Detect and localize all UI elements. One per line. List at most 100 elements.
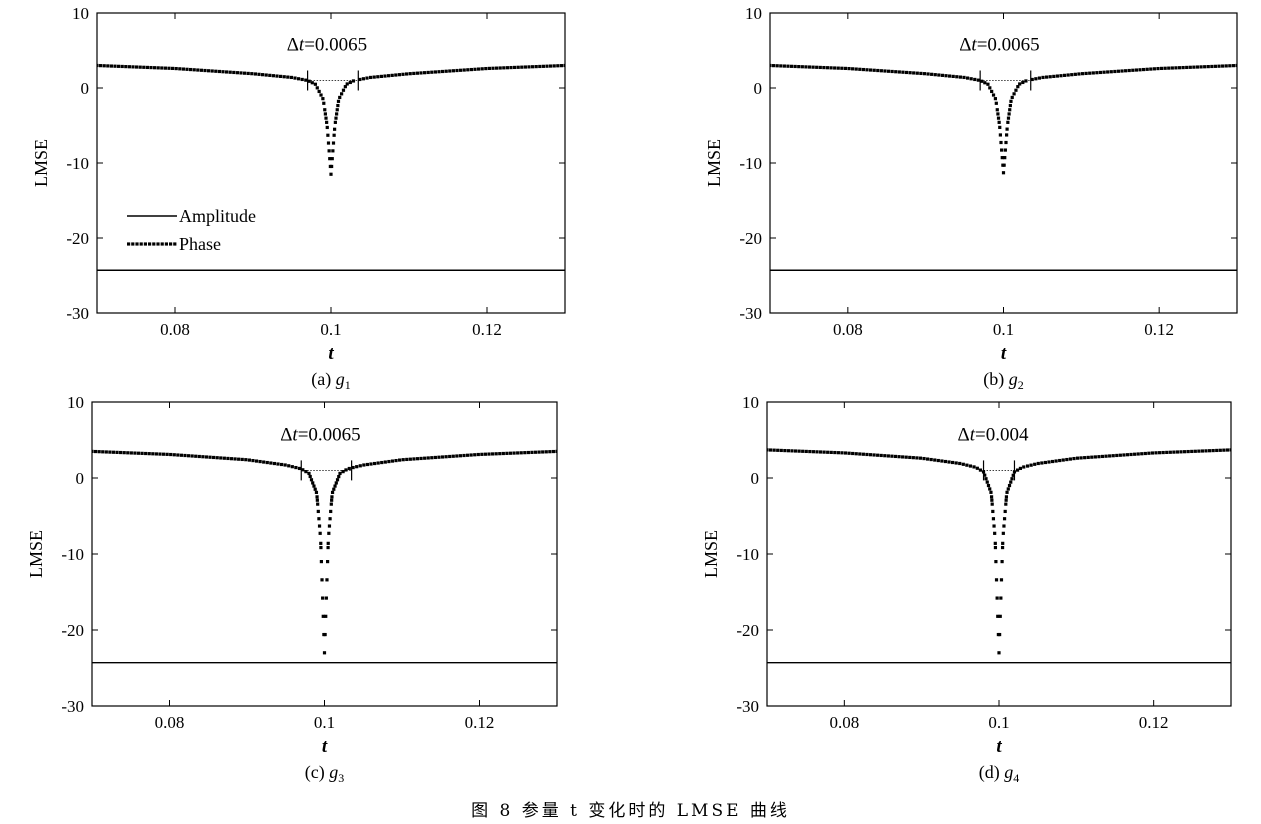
phase-point bbox=[1108, 454, 1112, 458]
phase-point bbox=[318, 531, 322, 535]
phase-point bbox=[140, 451, 144, 455]
phase-point bbox=[534, 65, 538, 69]
phase-point bbox=[886, 69, 891, 73]
phase-point bbox=[1229, 448, 1231, 452]
phase-point bbox=[1143, 451, 1147, 456]
phase-point bbox=[287, 464, 291, 468]
phase-point bbox=[444, 69, 448, 73]
phase-point bbox=[423, 456, 427, 460]
phase-point bbox=[786, 64, 790, 68]
phase-point bbox=[297, 77, 301, 81]
phase-point bbox=[1106, 70, 1110, 74]
phase-point bbox=[983, 81, 987, 85]
phase-point bbox=[815, 65, 819, 69]
phase-point bbox=[1185, 65, 1189, 70]
phase-point bbox=[286, 75, 290, 79]
phase-point bbox=[124, 65, 128, 69]
phase-point bbox=[1204, 449, 1208, 453]
phase-point bbox=[990, 502, 994, 506]
phase-point bbox=[973, 77, 977, 82]
phase-point bbox=[854, 452, 858, 456]
phase-point bbox=[1090, 455, 1094, 459]
phase-point bbox=[383, 74, 387, 78]
phase-point bbox=[181, 67, 185, 71]
delta-t-annotation: Δt=0.0065 bbox=[959, 35, 1039, 56]
phase-point bbox=[147, 452, 151, 456]
phase-point bbox=[335, 478, 340, 482]
phase-point bbox=[133, 451, 137, 455]
phase-point bbox=[185, 67, 189, 71]
phase-point bbox=[985, 480, 989, 484]
phase-point bbox=[326, 141, 331, 145]
phase-point bbox=[186, 454, 191, 458]
phase-point bbox=[324, 116, 328, 120]
phase-point bbox=[996, 116, 1001, 120]
phase-point bbox=[1079, 456, 1083, 460]
panel-caption-var: g bbox=[1009, 369, 1018, 389]
phase-point bbox=[271, 74, 275, 78]
phase-point bbox=[258, 459, 262, 464]
phase-point bbox=[426, 456, 430, 460]
phase-point bbox=[858, 67, 862, 71]
phase-point bbox=[1004, 502, 1008, 506]
phase-point bbox=[233, 457, 237, 461]
phase-point bbox=[912, 71, 916, 75]
phase-point bbox=[330, 498, 334, 502]
phase-point bbox=[1177, 66, 1182, 70]
phase-point bbox=[997, 120, 1001, 124]
phase-point bbox=[793, 449, 798, 453]
phase-point bbox=[797, 65, 801, 69]
phase-point bbox=[251, 458, 255, 463]
phase-point bbox=[1104, 454, 1108, 458]
phase-point bbox=[1075, 456, 1080, 460]
phase-point bbox=[1037, 76, 1042, 80]
chart-panel: 10 0 -10 -20 -30 0.08 0.1 0.12 LMSE t (d) g4 Δt=0.0… bbox=[701, 393, 1232, 785]
phase-point bbox=[408, 72, 412, 76]
phase-point bbox=[115, 450, 119, 454]
phase-point bbox=[1109, 70, 1113, 74]
phase-point bbox=[818, 450, 823, 454]
phase-point bbox=[1145, 67, 1149, 71]
phase-point bbox=[101, 450, 105, 454]
phase-point bbox=[1005, 127, 1009, 131]
phase-point bbox=[840, 66, 844, 70]
series-group bbox=[92, 449, 557, 664]
x-tick-label: 0.08 bbox=[829, 713, 859, 732]
phase-point bbox=[930, 72, 934, 76]
phase-point bbox=[968, 464, 973, 468]
phase-point bbox=[326, 541, 330, 545]
phase-point bbox=[904, 70, 909, 75]
phase-point bbox=[1175, 450, 1180, 454]
phase-point bbox=[886, 454, 890, 458]
phase-point bbox=[1073, 72, 1077, 76]
phase-point bbox=[329, 509, 333, 514]
phase-point bbox=[897, 455, 901, 459]
phase-point bbox=[333, 484, 337, 488]
phase-point bbox=[1004, 140, 1008, 145]
phase-point bbox=[984, 477, 988, 481]
y-axis-label: LMSE bbox=[26, 530, 46, 578]
phase-point bbox=[1210, 64, 1214, 69]
phase-point bbox=[861, 452, 865, 456]
phase-point bbox=[322, 101, 326, 105]
phase-point bbox=[508, 451, 513, 455]
phase-point bbox=[335, 108, 339, 112]
phase-point bbox=[1217, 64, 1221, 68]
phase-point bbox=[415, 457, 420, 461]
phase-point bbox=[767, 448, 769, 452]
phase-point bbox=[365, 76, 369, 80]
phase-point bbox=[455, 68, 459, 73]
phase-point bbox=[933, 73, 937, 77]
phase-point bbox=[1086, 455, 1090, 460]
phase-point bbox=[257, 72, 261, 76]
phase-point bbox=[1006, 487, 1010, 491]
phase-point bbox=[338, 95, 342, 100]
phase-point bbox=[1097, 455, 1101, 459]
phase-point bbox=[324, 614, 328, 618]
x-tick-label: 0.1 bbox=[314, 713, 335, 732]
phase-point bbox=[962, 75, 966, 80]
phase-point bbox=[961, 462, 965, 466]
phase-point bbox=[1091, 71, 1095, 75]
phase-point bbox=[1159, 66, 1164, 71]
phase-point bbox=[978, 468, 983, 472]
